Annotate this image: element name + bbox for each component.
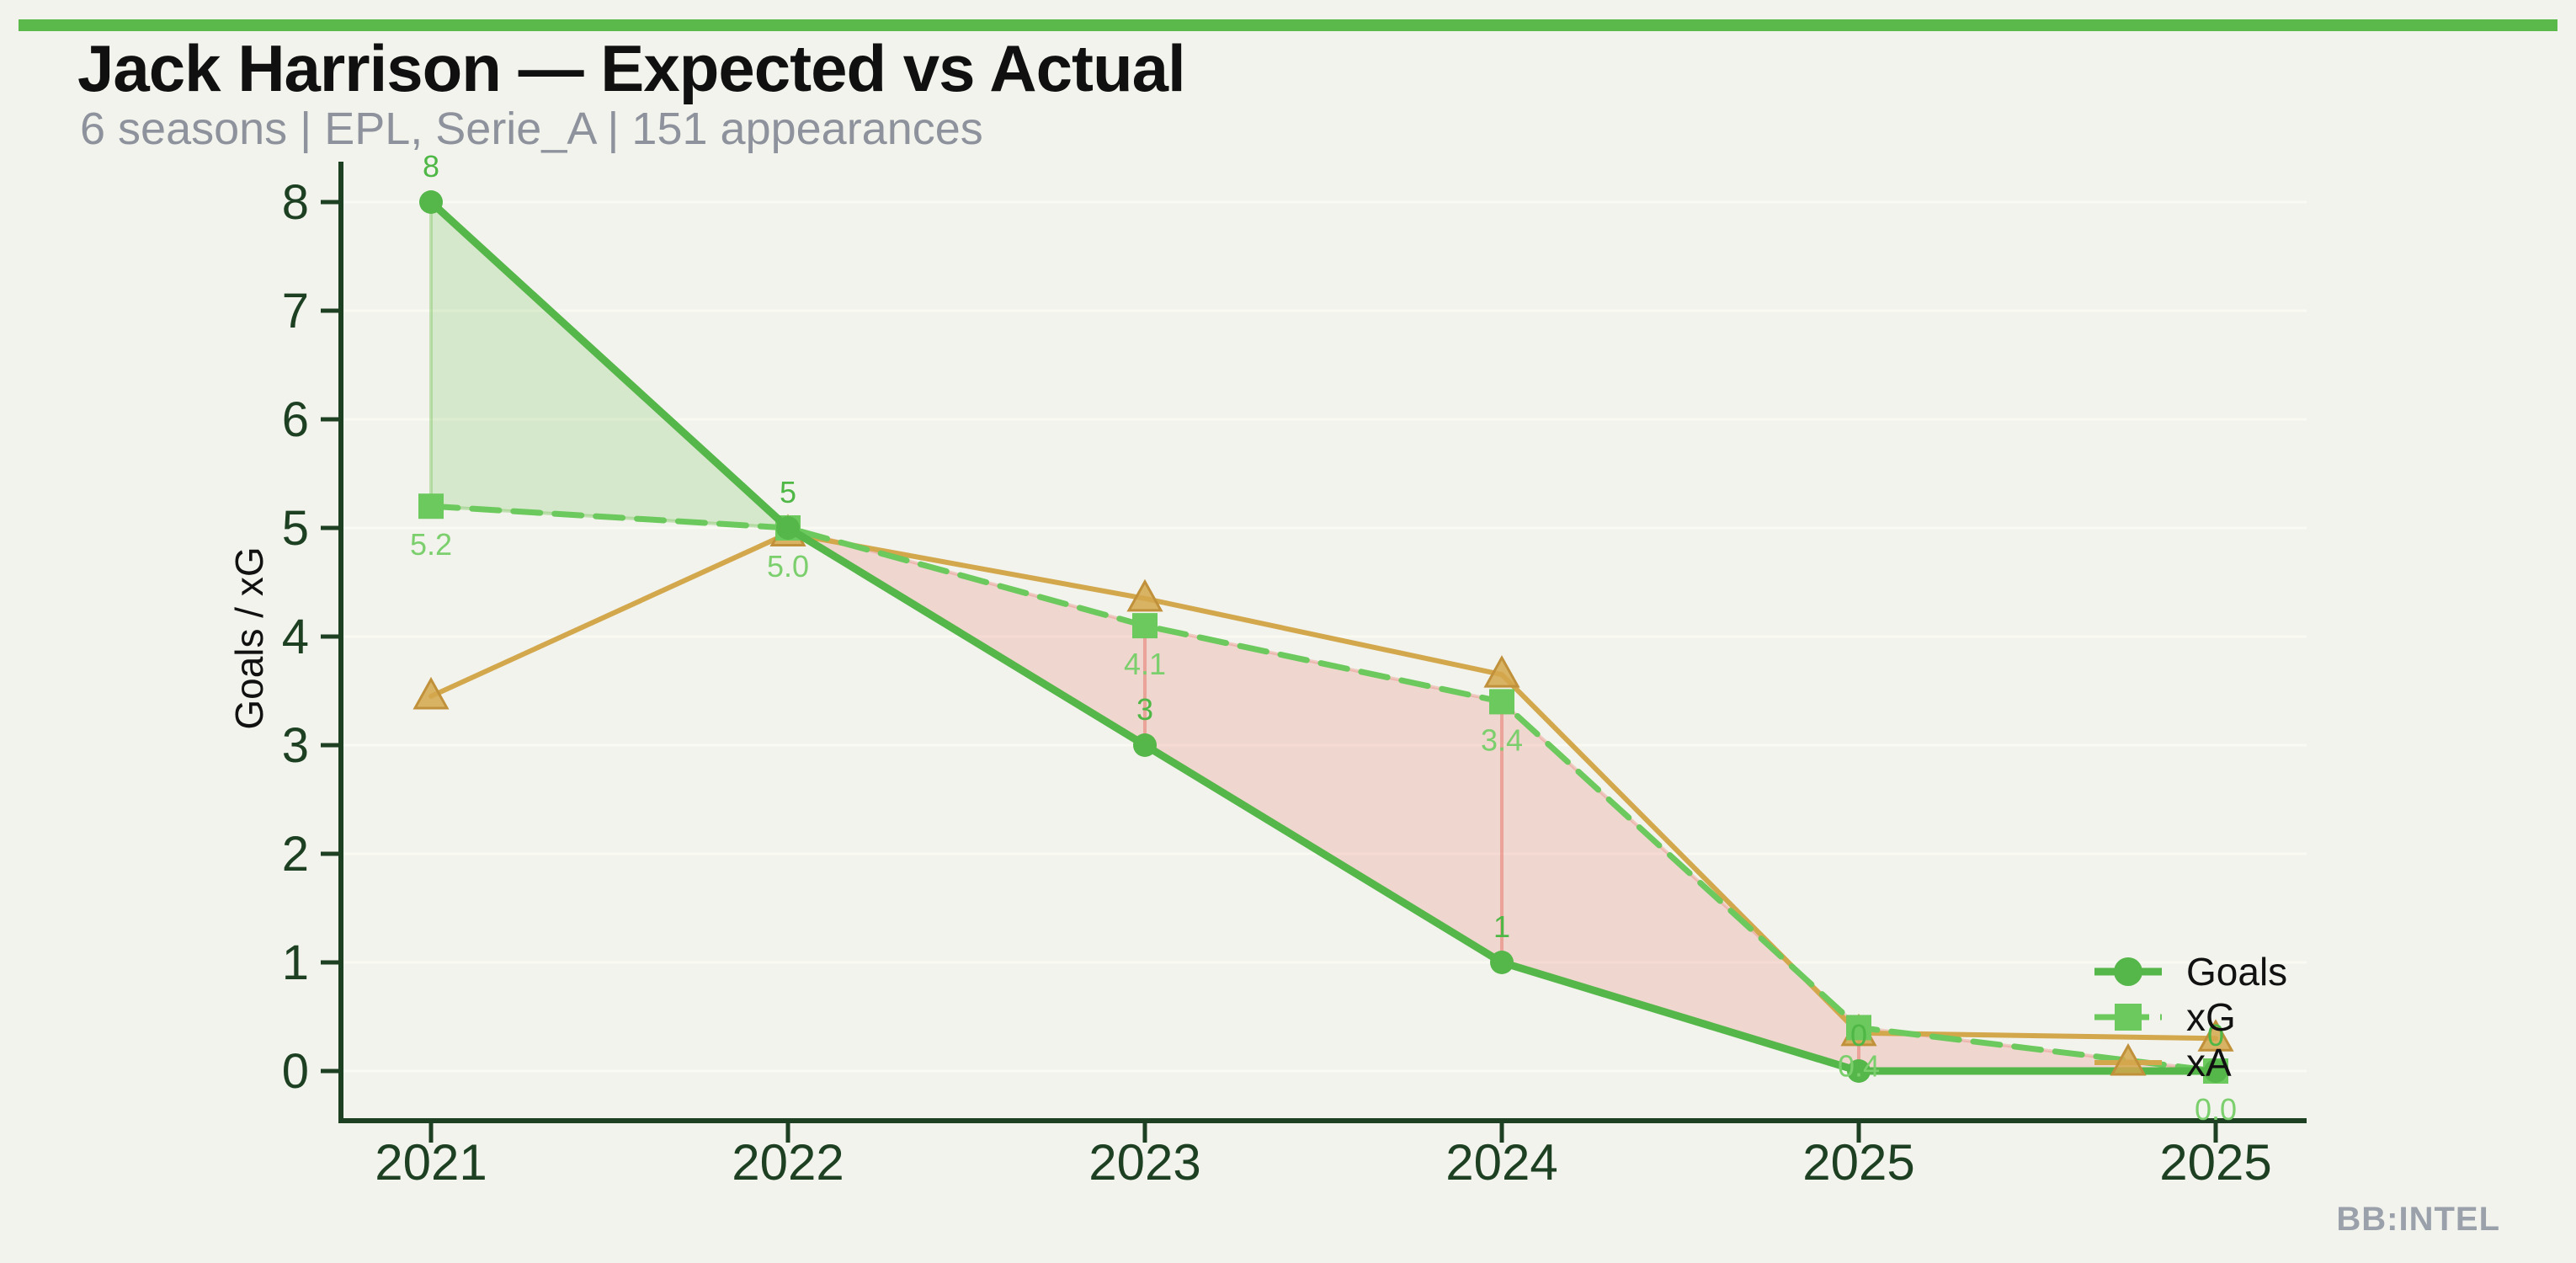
y-tick-label: 2: [282, 827, 309, 882]
y-tick-label: 0: [282, 1044, 309, 1099]
legend-triangle-marker: [2110, 1042, 2147, 1076]
y-tick-label: 1: [282, 935, 309, 990]
xa-point: [1126, 578, 1163, 612]
x-tick-label: 2023: [1088, 1134, 1200, 1191]
goals-point-label: 8: [423, 149, 439, 184]
point-labels: 8 5 3 1 0 0 5.2 5.0 4.1 3.4 0.4 0.0: [410, 149, 2237, 1127]
legend-label: xG: [2186, 995, 2236, 1039]
xg-point-label: 0.0: [2195, 1092, 2237, 1127]
x-tick-label: 2024: [1445, 1134, 1557, 1191]
goals-point: [1133, 733, 1157, 757]
y-tick-label: 3: [282, 718, 309, 773]
xg-point: [1132, 613, 1158, 639]
xa-point: [2197, 1019, 2234, 1052]
legend-circle-marker: [2114, 957, 2142, 986]
y-tick-label: 5: [282, 501, 309, 556]
xa-point: [1483, 655, 1520, 688]
watermark: BB:INTEL: [2336, 1201, 2500, 1238]
goals-point-label: 0: [2207, 1018, 2224, 1052]
legend-item-xg: xG: [2094, 995, 2236, 1039]
y-tick-label: 8: [282, 175, 309, 230]
legend-item-xa: xA: [2094, 1041, 2232, 1084]
legend-item-goals: Goals: [2094, 950, 2287, 994]
legend-square-marker: [2115, 1004, 2142, 1031]
goals-point: [776, 516, 800, 540]
y-axis-label: Goals / xG: [227, 546, 271, 729]
goals-point: [1847, 1059, 1871, 1083]
page-title: Jack Harrison — Expected vs Actual: [77, 31, 1186, 105]
top-accent-bar: [19, 19, 2557, 31]
goals-point: [419, 190, 443, 214]
y-tick-label: 7: [282, 284, 309, 338]
xg-point: [1489, 689, 1514, 715]
y-axis-title: Goals / xG: [227, 546, 271, 729]
xg-point: [418, 493, 444, 520]
x-tick-label: 2021: [375, 1134, 487, 1191]
goals-series: [419, 190, 2227, 1083]
underperformance-area: [1143, 623, 1504, 966]
y-tick-label: 6: [282, 392, 309, 447]
x-tick-label: 2025: [2159, 1134, 2271, 1191]
goals-point-label: 0: [1850, 1018, 1867, 1052]
axes: 0 1 2 3 4 5 6 7 8 2021 2022 2023 2024 2025 2025: [282, 162, 2307, 1191]
x-tick-label: 2025: [1802, 1134, 1914, 1191]
legend-label: Goals: [2186, 950, 2287, 994]
xg-point-label: 3.4: [1481, 722, 1523, 757]
goals-point-label: 1: [1493, 909, 1510, 944]
chart-subtitle: 6 seasons | EPL, Serie_A | 151 appearanc…: [80, 104, 983, 154]
x-tick-label: 2022: [732, 1134, 844, 1191]
legend-label: xA: [2186, 1041, 2232, 1084]
xg-point-label: 5.2: [410, 527, 452, 562]
y-tick-label: 4: [282, 610, 309, 664]
xg-point-label: 0.4: [1838, 1048, 1880, 1083]
goals-point-label: 5: [780, 475, 796, 509]
xa-point: [412, 676, 450, 710]
goals-point: [1490, 951, 1514, 974]
goals-point-label: 3: [1136, 692, 1153, 727]
xg-point: [1846, 1015, 1871, 1041]
goals-point: [2204, 1059, 2227, 1083]
xg-point-label: 4.1: [1124, 647, 1166, 681]
xg-point-label: 5.0: [767, 549, 809, 584]
